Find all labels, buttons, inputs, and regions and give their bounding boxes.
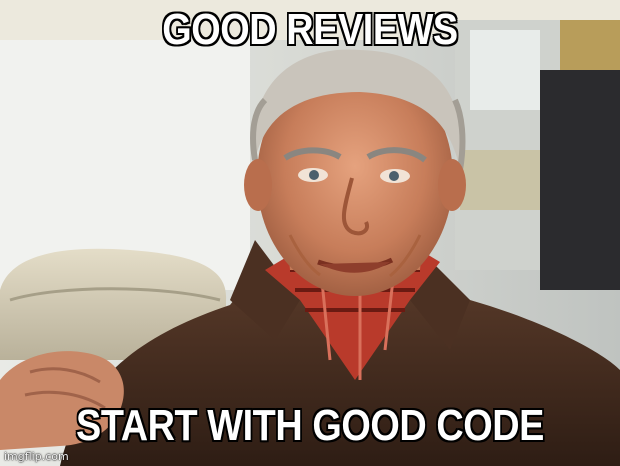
bottom-caption: START WITH GOOD CODE — [76, 401, 544, 450]
watermark: imgflip.com — [4, 450, 69, 463]
top-caption: GOOD REVIEWS — [162, 5, 458, 54]
